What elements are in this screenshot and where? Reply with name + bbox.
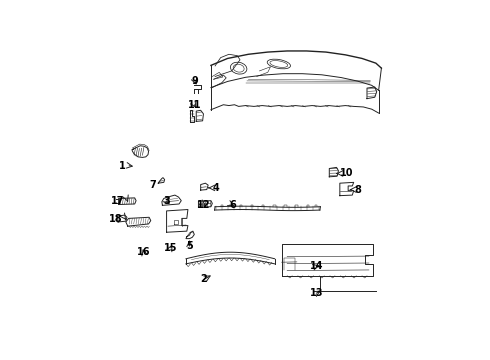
Text: 17: 17 [111,195,124,206]
Text: 12: 12 [197,199,211,210]
Text: 11: 11 [188,100,201,110]
Text: 15: 15 [164,243,177,253]
Text: 3: 3 [163,196,170,206]
Text: 6: 6 [230,201,237,210]
Text: 9: 9 [192,76,198,86]
Text: 2: 2 [200,274,207,284]
Text: 14: 14 [310,261,323,271]
Text: 5: 5 [186,241,193,251]
Text: 1: 1 [119,161,126,171]
Text: 4: 4 [212,183,219,193]
Text: 16: 16 [137,247,150,257]
Text: 13: 13 [310,288,323,298]
Text: 7: 7 [149,180,156,190]
Text: 10: 10 [340,168,353,179]
Text: 8: 8 [354,185,361,194]
Text: 18: 18 [109,214,122,224]
